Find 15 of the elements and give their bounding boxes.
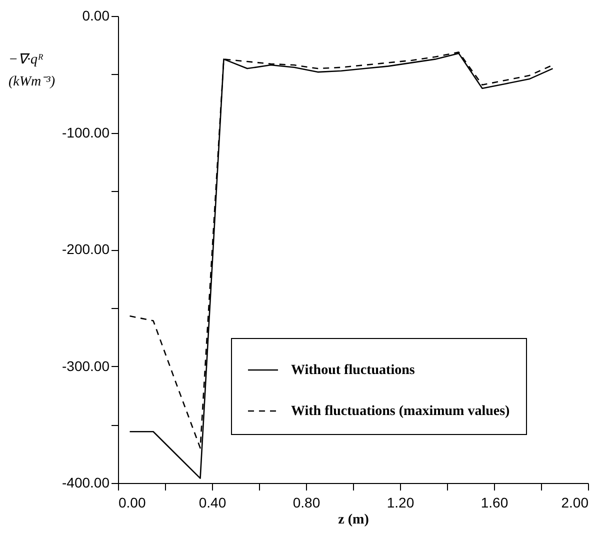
x-tick-label: 0.40 <box>198 494 226 510</box>
legend-label: With fluctuations (maximum values) <box>291 404 510 419</box>
x-tick-label: 1.20 <box>386 494 414 510</box>
x-tick-label: 1.60 <box>480 494 508 510</box>
x-tick-label: 2.00 <box>561 494 589 510</box>
x-tick-label: 0.00 <box>118 494 146 510</box>
y-axis-title: −∇·qᴿ (kWm⁻³) <box>8 52 56 90</box>
x-axis-title: z (m) <box>338 512 370 528</box>
y-tick-label: -200.00 <box>62 241 110 257</box>
y-tick-label: -300.00 <box>62 358 110 374</box>
y-tick-label: 0.00 <box>82 8 110 24</box>
legend-label: Without fluctuations <box>291 363 416 378</box>
y-tick-label: -100.00 <box>62 124 110 140</box>
y-tick-label: -400.00 <box>62 474 110 490</box>
x-tick-label: 0.80 <box>292 494 320 510</box>
